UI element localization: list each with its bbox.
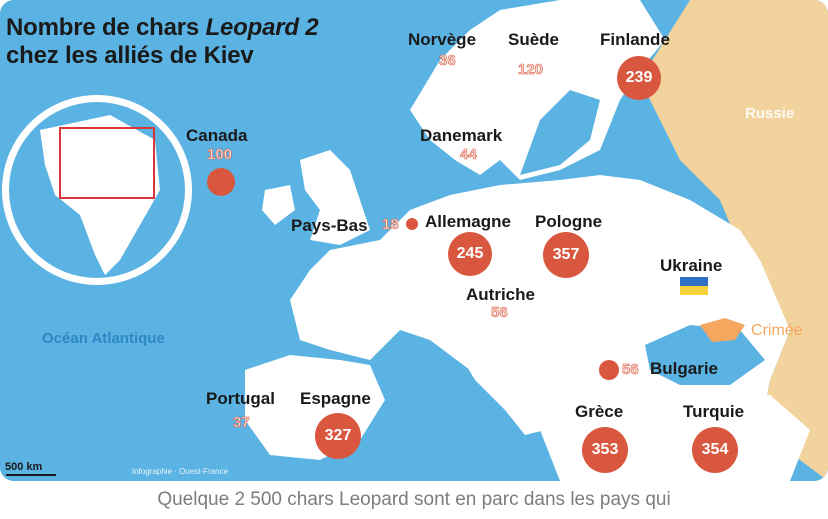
ukraine-flag-icon (680, 277, 708, 295)
scale-bar (6, 474, 56, 476)
scandinavia-land (410, 0, 665, 180)
germany-bubble: 245 (448, 232, 492, 276)
portugal-count: 37 (233, 414, 250, 432)
greece-label: Grèce (575, 402, 624, 421)
scale-label: 500 km (5, 461, 43, 473)
norway-label: Norvège (408, 30, 477, 49)
canada-dot (207, 168, 235, 196)
netherlands-count: 18 (382, 216, 399, 234)
russia-area (640, 0, 828, 481)
norway-count: 36 (439, 52, 456, 70)
denmark-label: Danemark (420, 126, 503, 145)
sweden-label: Suède (508, 30, 560, 49)
russia-label: Russie (745, 105, 795, 122)
germany-label: Allemagne (425, 212, 511, 231)
ireland-land (262, 185, 295, 225)
map-title: Nombre de chars Leopard 2 chez les allié… (6, 14, 319, 70)
ocean-label: Océan Atlantique (42, 330, 165, 347)
bulgaria-label: Bulgarie (650, 359, 719, 378)
crimea-area (700, 318, 745, 342)
italy-land (455, 330, 545, 435)
turkey-bubble: 354 (692, 427, 738, 473)
finland-bubble: 239 (617, 56, 661, 100)
austria-label: Autriche (466, 285, 535, 304)
caption: Quelque 2 500 chars Leopard sont en parc… (157, 489, 671, 510)
title-line1-italic: Leopard 2 (205, 14, 319, 41)
crimea-label: Crimée (751, 322, 803, 339)
finland-label: Finlande (600, 30, 670, 49)
spain-bubble: 327 (315, 413, 361, 459)
credits: Infographie · Ouest-France (132, 467, 229, 476)
turkey-label: Turquie (683, 402, 745, 421)
map: Nombre de chars Leopard 2 chez les allié… (0, 0, 828, 481)
poland-bubble: 357 (543, 232, 589, 278)
ukraine-label: Ukraine (660, 256, 723, 275)
canada-label: Canada (186, 126, 248, 145)
spain-label: Espagne (300, 389, 371, 408)
title-line2: chez les alliés de Kiev (6, 42, 254, 69)
sweden-count: 120 (518, 61, 544, 79)
globe-inset (2, 95, 192, 285)
title-line1-plain: Nombre de chars (6, 14, 206, 41)
portugal-label: Portugal (206, 389, 275, 408)
great-britain-land (300, 150, 370, 245)
greece-bubble: 353 (582, 427, 628, 473)
poland-label: Pologne (535, 212, 603, 231)
bulgaria-dot (599, 360, 619, 380)
bulgaria-count: 56 (622, 361, 639, 379)
austria-count: 56 (491, 304, 508, 322)
netherlands-dot (406, 218, 418, 230)
canada-count: 100 (207, 146, 233, 164)
denmark-count: 44 (460, 146, 477, 164)
netherlands-label: Pays-Bas (291, 216, 368, 235)
